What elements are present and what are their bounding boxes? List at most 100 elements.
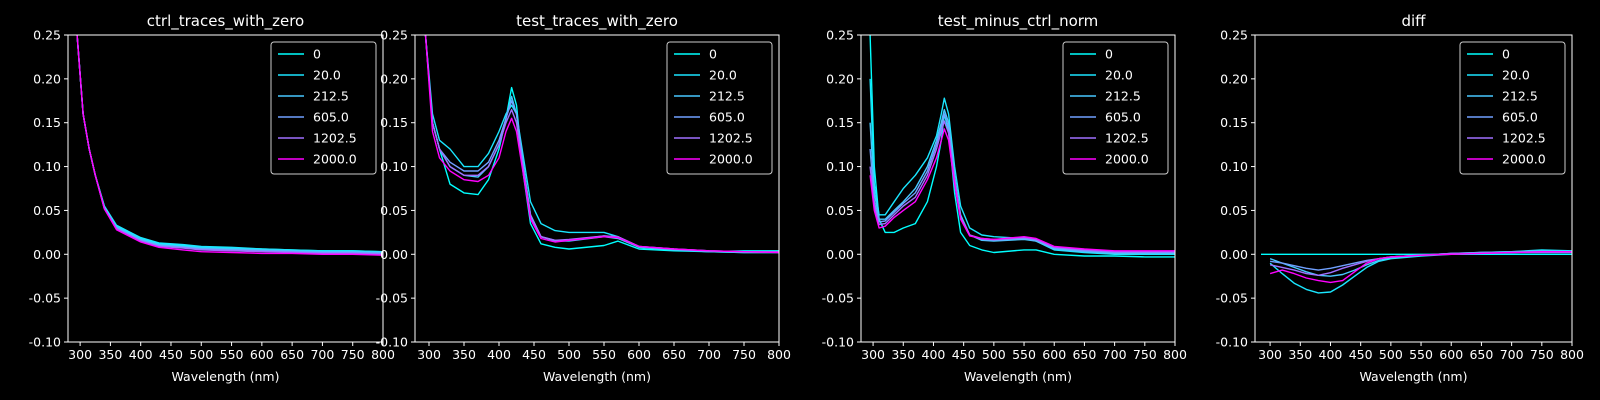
axes-frame bbox=[860, 34, 1176, 343]
x-tick-label: 700 bbox=[310, 347, 334, 362]
legend-label: 212.5 bbox=[1502, 89, 1538, 104]
y-tick-label: -0.10 bbox=[1216, 335, 1248, 350]
y-tick-label: -0.05 bbox=[822, 291, 854, 306]
legend-label: 0 bbox=[313, 47, 321, 62]
legend-label: 20.0 bbox=[1502, 68, 1530, 83]
y-tick-label: -0.05 bbox=[376, 291, 408, 306]
y-tick-label: 0.00 bbox=[380, 247, 408, 262]
series-line-6 bbox=[424, 35, 779, 254]
legend-label: 212.5 bbox=[1105, 89, 1141, 104]
x-tick-label: 300 bbox=[1258, 347, 1282, 362]
y-tick-label: 0.00 bbox=[1220, 247, 1248, 262]
x-tick-label: 350 bbox=[98, 347, 122, 362]
y-tick-label: -0.10 bbox=[376, 335, 408, 350]
x-tick-label: 800 bbox=[1163, 347, 1187, 362]
chart-panel-2: 300 350 400 450 500 550 600 650 700 750 800 -0.10 -0… bbox=[376, 12, 791, 384]
x-axis-label: Wavelength (nm) bbox=[1360, 369, 1468, 384]
x-tick-label: 550 bbox=[592, 347, 616, 362]
y-tick-label: 0.10 bbox=[1220, 159, 1248, 174]
x-tick-label: 450 bbox=[522, 347, 546, 362]
axes-frame bbox=[414, 34, 780, 343]
y-tick-label: 0.00 bbox=[826, 247, 854, 262]
chart-title: ctrl_traces_with_zero bbox=[147, 12, 304, 31]
y-tick-label: 0.15 bbox=[33, 115, 61, 130]
y-tick-label: -0.10 bbox=[29, 335, 61, 350]
legend-label: 20.0 bbox=[1105, 68, 1133, 83]
x-axis-label: Wavelength (nm) bbox=[172, 369, 280, 384]
series-group bbox=[1261, 249, 1572, 294]
axes-frame bbox=[67, 34, 384, 343]
chart-title: diff bbox=[1401, 12, 1426, 30]
legend: 0 20.0 212.5 605.0 1202.5 2000.0 bbox=[1459, 41, 1566, 175]
y-tick-label: 0.05 bbox=[33, 203, 61, 218]
y-tick-label: 0.15 bbox=[380, 115, 408, 130]
y-tick-label: 0.20 bbox=[1220, 71, 1248, 86]
legend-label: 1202.5 bbox=[1502, 131, 1546, 146]
series-line-6 bbox=[76, 35, 383, 256]
y-tick-label: -0.10 bbox=[822, 335, 854, 350]
x-tick-label: 400 bbox=[922, 347, 946, 362]
legend-label: 2000.0 bbox=[1105, 152, 1149, 167]
y-tick-label: 0.20 bbox=[826, 71, 854, 86]
y-tick-label: 0.20 bbox=[380, 71, 408, 86]
chart-panel-3: 300 350 400 450 500 550 600 650 700 750 800 -0.10 -0… bbox=[822, 12, 1187, 384]
x-tick-label: 600 bbox=[1042, 347, 1066, 362]
legend-label: 212.5 bbox=[313, 89, 349, 104]
x-tick-label: 800 bbox=[371, 347, 395, 362]
y-tick-label: 0.25 bbox=[33, 28, 61, 43]
legend-label: 2000.0 bbox=[313, 152, 357, 167]
chart-title: test_minus_ctrl_norm bbox=[938, 12, 1099, 31]
y-tick-label: 0.10 bbox=[33, 159, 61, 174]
legend: 0 20.0 212.5 605.0 1202.5 2000.0 bbox=[270, 41, 377, 175]
x-tick-label: 500 bbox=[982, 347, 1006, 362]
legend-label: 605.0 bbox=[1105, 110, 1141, 125]
y-tick-label: 0.25 bbox=[380, 28, 408, 43]
x-tick-label: 400 bbox=[129, 347, 153, 362]
x-tick-label: 650 bbox=[1469, 347, 1493, 362]
legend-label: 605.0 bbox=[313, 110, 349, 125]
chart-panel-4: 300 350 400 450 500 550 600 650 700 750 800 -0.10 -0… bbox=[1216, 12, 1584, 384]
legend-label: 1202.5 bbox=[1105, 131, 1149, 146]
x-tick-label: 500 bbox=[557, 347, 581, 362]
y-tick-label: 0.20 bbox=[33, 71, 61, 86]
legend-label: 605.0 bbox=[1502, 110, 1538, 125]
y-tick-label: 0.05 bbox=[380, 203, 408, 218]
legend-label: 212.5 bbox=[709, 89, 745, 104]
y-tick-label: 0.05 bbox=[1220, 203, 1248, 218]
x-axis-label: Wavelength (nm) bbox=[543, 369, 651, 384]
x-tick-label: 350 bbox=[1288, 347, 1312, 362]
x-tick-label: 450 bbox=[952, 347, 976, 362]
series-group bbox=[76, 35, 383, 256]
x-tick-label: 650 bbox=[280, 347, 304, 362]
x-tick-label: 300 bbox=[68, 347, 92, 362]
series-line-5 bbox=[869, 120, 1175, 253]
legend: 0 20.0 212.5 605.0 1202.5 2000.0 bbox=[1062, 41, 1169, 175]
x-tick-label: 700 bbox=[1103, 347, 1127, 362]
legend-label: 0 bbox=[1502, 47, 1510, 62]
legend-label: 1202.5 bbox=[313, 131, 357, 146]
legend-label: 0 bbox=[1105, 47, 1113, 62]
y-tick-label: 0.00 bbox=[33, 247, 61, 262]
x-tick-label: 600 bbox=[627, 347, 651, 362]
x-tick-label: 350 bbox=[452, 347, 476, 362]
series-group bbox=[424, 35, 779, 254]
x-tick-label: 450 bbox=[1349, 347, 1373, 362]
x-tick-label: 750 bbox=[732, 347, 756, 362]
series-line-2 bbox=[869, 78, 1175, 256]
x-tick-label: 600 bbox=[1439, 347, 1463, 362]
x-tick-label: 650 bbox=[1072, 347, 1096, 362]
x-tick-label: 500 bbox=[189, 347, 213, 362]
y-tick-label: 0.25 bbox=[826, 28, 854, 43]
x-tick-label: 650 bbox=[662, 347, 686, 362]
y-tick-label: 0.15 bbox=[826, 115, 854, 130]
y-tick-label: 0.05 bbox=[826, 203, 854, 218]
chart-panel-1: 300 350 400 450 500 550 600 650 700 750 800 -0.10 -0… bbox=[29, 12, 395, 384]
x-tick-label: 400 bbox=[1319, 347, 1343, 362]
x-tick-label: 300 bbox=[417, 347, 441, 362]
y-tick-label: 0.10 bbox=[380, 159, 408, 174]
y-tick-label: 0.25 bbox=[1220, 28, 1248, 43]
y-tick-label: -0.05 bbox=[1216, 291, 1248, 306]
y-tick-label: 0.10 bbox=[826, 159, 854, 174]
x-tick-label: 500 bbox=[1379, 347, 1403, 362]
chart-title: test_traces_with_zero bbox=[516, 12, 678, 31]
